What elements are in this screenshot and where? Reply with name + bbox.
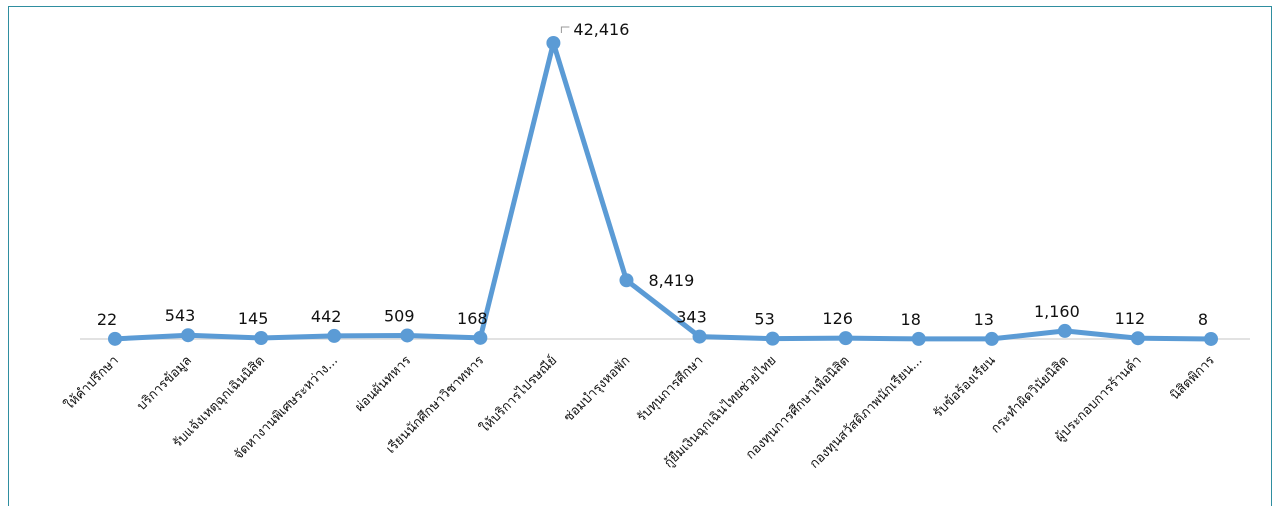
data-point	[108, 331, 122, 346]
data-label: 112	[1115, 309, 1146, 328]
data-point	[1057, 323, 1072, 338]
data-point	[254, 330, 269, 345]
data-label: 13	[974, 310, 994, 329]
data-point	[619, 273, 634, 288]
data-label: 8,419	[648, 271, 694, 290]
data-label: 168	[457, 309, 488, 328]
data-point	[181, 328, 196, 343]
data-point	[1204, 331, 1218, 346]
category-labels: ให้คำปรึกษา บริการข้อมูลรับแจ้งเหตุฉุกเฉิ…	[61, 352, 1218, 472]
data-point	[1130, 331, 1145, 346]
data-label: 1,160	[1034, 302, 1080, 321]
data-label: 8	[1198, 310, 1208, 329]
category-label: ให้คำปรึกษา	[61, 353, 122, 414]
data-point	[546, 36, 561, 50]
chart-frame	[8, 6, 1272, 506]
data-label: 22	[97, 310, 117, 329]
data-label: 126	[822, 309, 853, 328]
data-point	[911, 331, 926, 346]
data-point	[838, 331, 853, 346]
data-point	[400, 328, 415, 343]
data-label: 145	[238, 309, 269, 328]
data-point	[473, 330, 488, 345]
data-point	[692, 329, 707, 344]
data-label: 509	[384, 306, 415, 325]
series-points	[108, 36, 1218, 346]
data-labels: 22 543 145 442 509 168 42,416 8,419 343 53 126 18 13…	[97, 20, 1208, 329]
data-point	[765, 331, 780, 346]
data-label: 343	[676, 308, 707, 327]
category-label: ผ่อนผันทหาร	[352, 353, 414, 415]
data-label: 53	[754, 310, 774, 329]
category-label: รับข้อร้องเรียน	[930, 352, 999, 421]
category-label: นิสิตพิการ	[1168, 353, 1218, 403]
data-label-leader	[560, 26, 570, 33]
category-label: ให้บริการไปรษณีย์	[477, 353, 561, 437]
category-label: ซ่อมบำรุงหอพัก	[561, 353, 633, 425]
data-label: 42,416	[573, 20, 629, 39]
series-line	[112, 40, 1214, 342]
data-point	[327, 328, 342, 343]
data-label: 543	[165, 306, 196, 325]
category-label: บริการข้อมูล	[134, 353, 195, 414]
data-label: 442	[311, 307, 342, 326]
data-label: 18	[901, 310, 921, 329]
data-point	[984, 331, 999, 346]
category-label: รับทุนการศึกษา	[634, 353, 706, 425]
category-label: กระทำผิดวินัยนิสิต	[988, 353, 1071, 436]
